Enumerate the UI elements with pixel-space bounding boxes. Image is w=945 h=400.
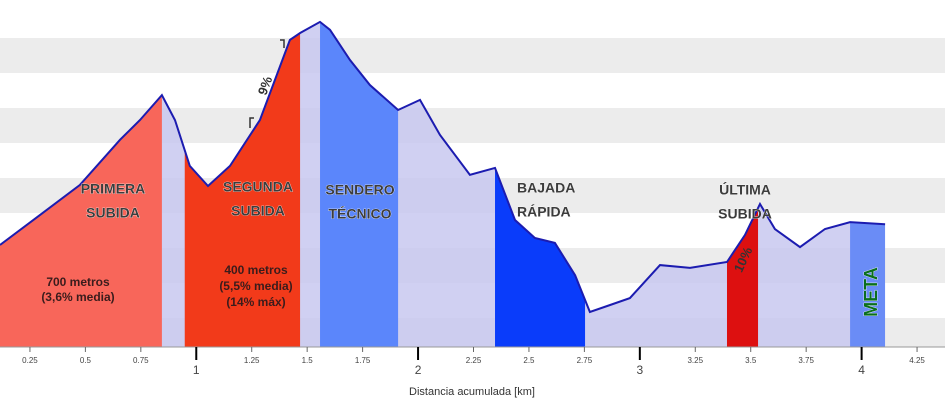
section-title: SUBIDA [231,203,285,219]
section-note: (5,5% media) [219,279,292,293]
section-title: SUBIDA [718,206,772,222]
profile-line [0,20,886,314]
section-title: PRIMERA [81,181,146,197]
section-note: 400 metros [224,263,288,277]
x-tick-label: 2.25 [466,356,482,365]
x-tick-label: 4.25 [909,356,925,365]
section-title: META [861,267,881,317]
x-tick-label: 2 [415,363,422,377]
x-tick-label: 3 [636,363,643,377]
x-tick-label: 4 [858,363,865,377]
x-tick-label: 1.75 [355,356,371,365]
section-title: ÚLTIMA [719,181,771,198]
section-note: (14% máx) [226,295,285,309]
section-title: SEGUNDA [223,179,293,195]
x-tick-label: 3.75 [798,356,814,365]
section-title: RÁPIDA [517,204,571,220]
section-note: (3,6% media) [41,290,114,304]
x-tick-label: 0.75 [133,356,149,365]
section-title: BAJADA [517,180,575,196]
x-tick-label: 2.5 [523,356,535,365]
x-tick-label: 1.25 [244,356,260,365]
stripe [0,38,945,73]
x-tick-label: 3.25 [687,356,703,365]
bracket [249,39,285,128]
x-tick-label: 1.5 [302,356,314,365]
section-title: SUBIDA [86,205,140,221]
x-tick-label: 2.75 [577,356,593,365]
section-title: TÉCNICO [329,206,392,222]
x-tick-label: 0.5 [80,356,92,365]
x-axis-ticks: 0.25 0.5 0.75 1 1.25 1.5 1.75 2 2.25 2.5 2.75 3 3.25… [22,347,925,377]
section-note: 9% [255,74,276,97]
x-axis-label: Distancia acumulada [km] [409,386,535,398]
x-tick-label: 0.25 [22,356,38,365]
x-tick-label: 1 [193,363,200,377]
section-title: SENDERO [325,182,394,198]
x-tick-label: 3.5 [745,356,757,365]
section-note: 700 metros [46,275,110,289]
